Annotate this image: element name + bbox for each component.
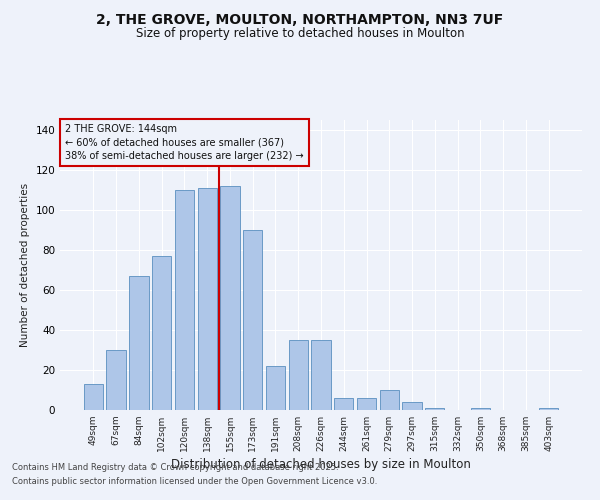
Bar bbox=[470, 408, 490, 410]
Y-axis label: Number of detached properties: Number of detached properties bbox=[20, 183, 30, 347]
Bar bbox=[152, 256, 172, 410]
Bar bbox=[289, 340, 308, 410]
Bar bbox=[197, 188, 217, 410]
Bar bbox=[106, 350, 126, 410]
Bar bbox=[266, 366, 285, 410]
Bar bbox=[425, 408, 445, 410]
Bar bbox=[403, 402, 422, 410]
Text: 2, THE GROVE, MOULTON, NORTHAMPTON, NN3 7UF: 2, THE GROVE, MOULTON, NORTHAMPTON, NN3 … bbox=[97, 12, 503, 26]
Bar bbox=[84, 384, 103, 410]
Bar bbox=[175, 190, 194, 410]
Text: Contains HM Land Registry data © Crown copyright and database right 2025.: Contains HM Land Registry data © Crown c… bbox=[12, 464, 338, 472]
Bar bbox=[220, 186, 239, 410]
Text: Contains public sector information licensed under the Open Government Licence v3: Contains public sector information licen… bbox=[12, 477, 377, 486]
Bar bbox=[243, 230, 262, 410]
Text: Size of property relative to detached houses in Moulton: Size of property relative to detached ho… bbox=[136, 28, 464, 40]
Bar bbox=[357, 398, 376, 410]
X-axis label: Distribution of detached houses by size in Moulton: Distribution of detached houses by size … bbox=[171, 458, 471, 471]
Bar bbox=[311, 340, 331, 410]
Bar bbox=[129, 276, 149, 410]
Text: 2 THE GROVE: 144sqm
← 60% of detached houses are smaller (367)
38% of semi-detac: 2 THE GROVE: 144sqm ← 60% of detached ho… bbox=[65, 124, 304, 161]
Bar bbox=[539, 408, 558, 410]
Bar bbox=[334, 398, 353, 410]
Bar bbox=[380, 390, 399, 410]
